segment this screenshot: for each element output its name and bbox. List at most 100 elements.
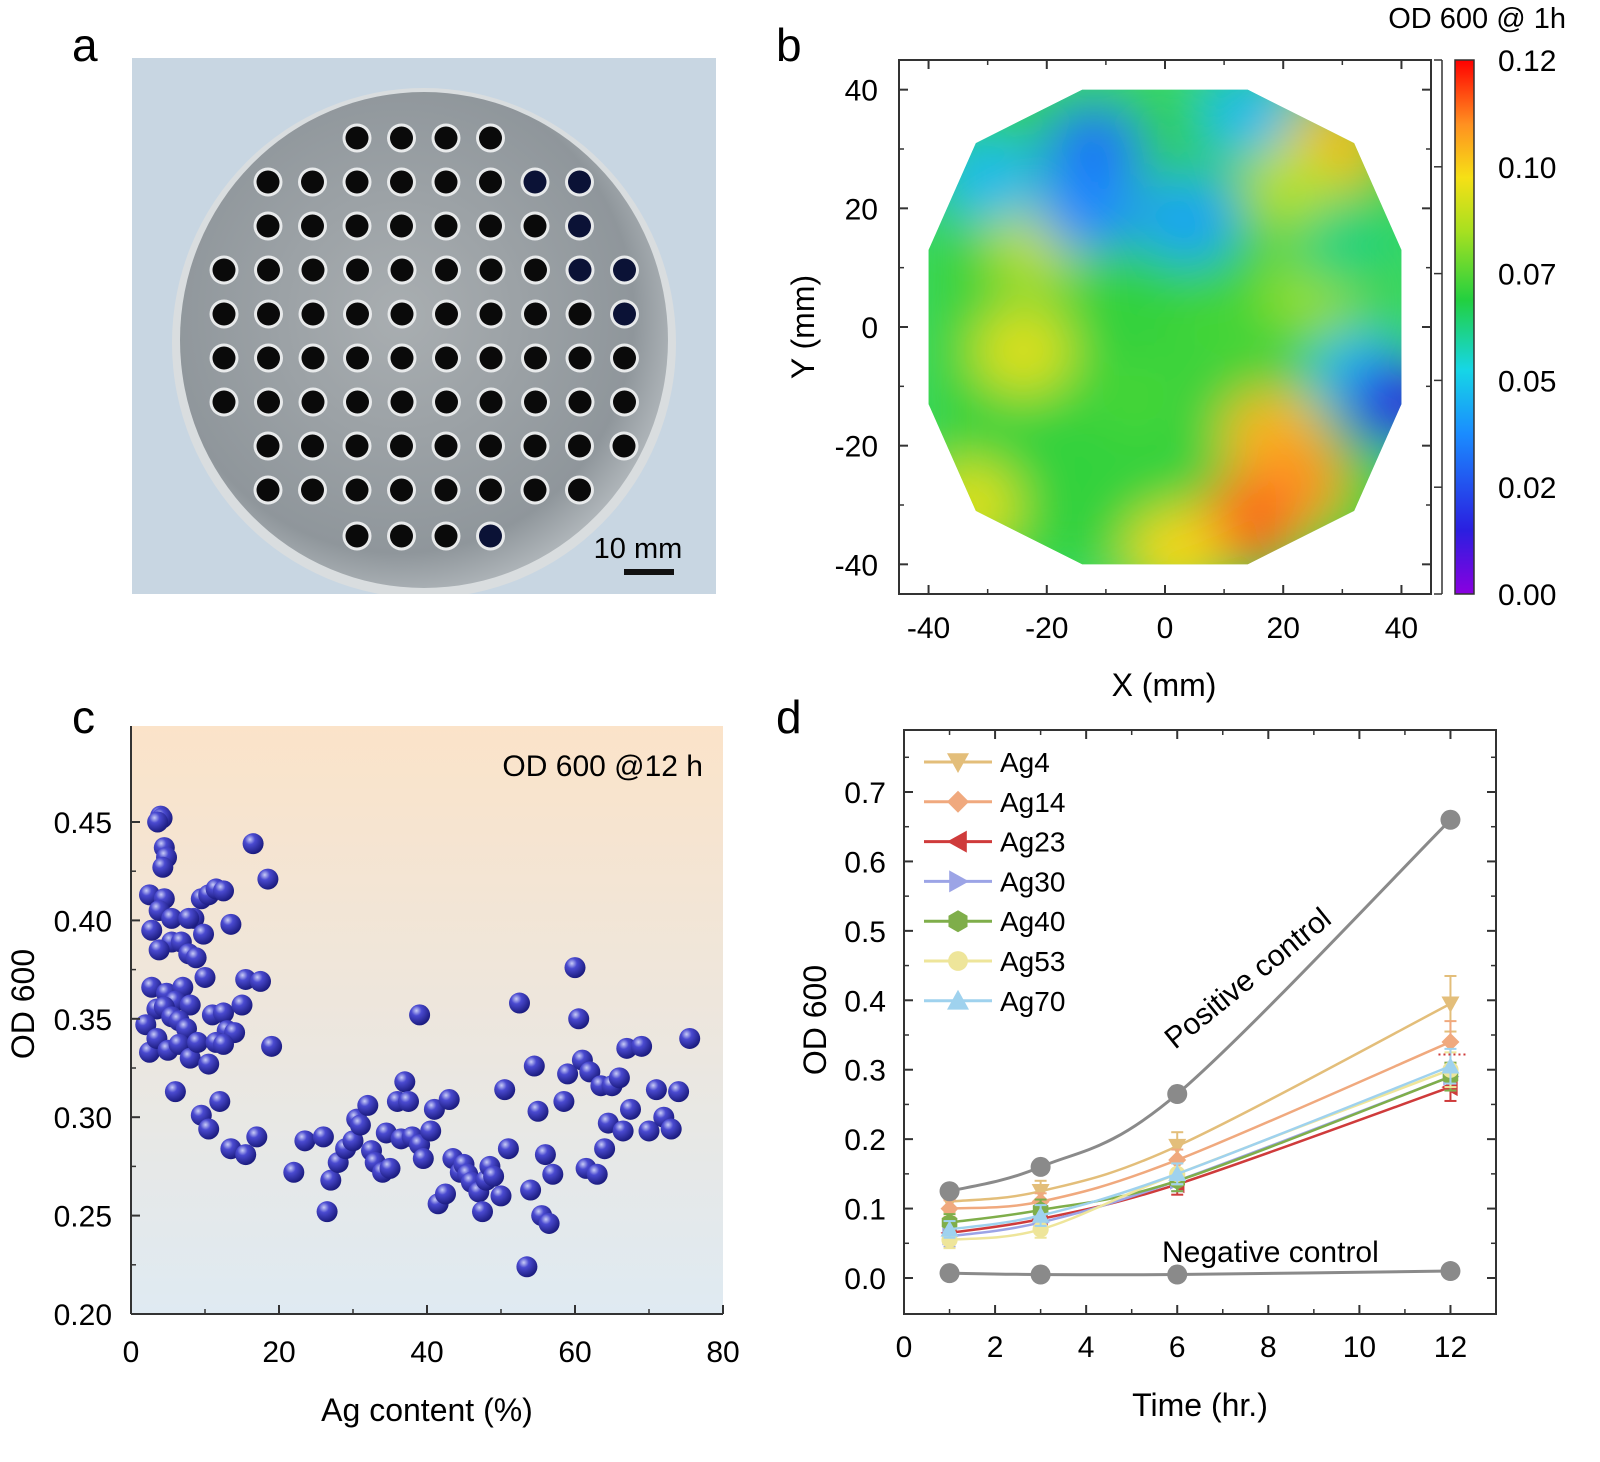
hole bbox=[257, 302, 280, 326]
hole bbox=[434, 126, 458, 150]
series-marker-Ag4 bbox=[1168, 1138, 1187, 1156]
scatter-point bbox=[483, 1165, 505, 1187]
hole bbox=[301, 478, 324, 502]
scatter-point bbox=[220, 913, 242, 935]
colorbar-tick-label: 0.05 bbox=[1498, 365, 1556, 398]
legend-marker-Ag40 bbox=[948, 910, 968, 933]
hole bbox=[345, 170, 369, 194]
scatter-point bbox=[316, 1201, 338, 1223]
legend-label-Ag53: Ag53 bbox=[1000, 946, 1065, 977]
hole bbox=[568, 302, 592, 326]
heatmap-feature bbox=[1085, 354, 1186, 443]
hole bbox=[435, 302, 458, 326]
scatter-point bbox=[557, 1063, 579, 1085]
scatter-point bbox=[213, 1033, 234, 1055]
colorbar-tick-label: 0.10 bbox=[1498, 152, 1556, 185]
scatter-point bbox=[185, 947, 207, 969]
scatter-point bbox=[235, 1144, 257, 1166]
hole bbox=[524, 258, 547, 282]
scatter-point bbox=[231, 994, 253, 1016]
series-line-Ag40 bbox=[949, 1075, 1451, 1224]
colorbar-tick-label: 0.02 bbox=[1498, 472, 1556, 505]
heatmap-feature bbox=[1345, 360, 1402, 449]
hole bbox=[390, 346, 414, 370]
line-chart-series bbox=[939, 809, 1467, 1285]
panel-d-letter: d bbox=[776, 691, 802, 743]
colorbar-tick-label: 0.12 bbox=[1498, 45, 1556, 78]
line-ytick-label: 0.0 bbox=[844, 1263, 886, 1296]
scatter-ytick-label: 0.25 bbox=[54, 1201, 112, 1234]
scatter-point bbox=[472, 1201, 493, 1223]
scatter-ytick-label: 0.40 bbox=[54, 905, 112, 938]
hole bbox=[390, 170, 413, 194]
scatter-point bbox=[612, 1120, 634, 1142]
hole bbox=[212, 390, 236, 414]
scatter-point bbox=[497, 1138, 519, 1160]
scatter-point bbox=[435, 1183, 456, 1205]
scatter-point bbox=[161, 907, 183, 929]
sample-disc bbox=[180, 92, 668, 588]
legend-label-Ag70: Ag70 bbox=[1000, 986, 1065, 1017]
line-ytick-label: 0.1 bbox=[844, 1194, 886, 1227]
scatter-point bbox=[490, 1185, 512, 1207]
hole bbox=[345, 524, 369, 548]
scatter-point bbox=[538, 1212, 560, 1234]
hole bbox=[390, 302, 414, 326]
scatter-point bbox=[148, 939, 170, 961]
heatmap-feature bbox=[1292, 199, 1393, 288]
line-xtick-label: 12 bbox=[1434, 1331, 1467, 1364]
hole bbox=[256, 214, 280, 238]
series-line-Ag23 bbox=[949, 1085, 1451, 1235]
scatter-point bbox=[398, 1090, 419, 1112]
heatmap-feature bbox=[1138, 176, 1239, 265]
heatmap-xtick-label: 0 bbox=[1157, 612, 1174, 645]
hole bbox=[256, 434, 280, 458]
panel-a: a 10 mm bbox=[72, 19, 716, 594]
legend-marker-Ag4 bbox=[947, 753, 969, 773]
scatter-point bbox=[179, 1047, 201, 1069]
hole bbox=[301, 346, 325, 370]
scatter-point bbox=[178, 907, 200, 929]
hole bbox=[568, 214, 591, 238]
hole bbox=[479, 478, 502, 502]
scatter-point bbox=[213, 1002, 234, 1024]
heatmap-ytick-label: -20 bbox=[835, 431, 878, 464]
scatter-point bbox=[542, 1163, 564, 1185]
line-ytick-label: 0.4 bbox=[844, 985, 886, 1018]
hole bbox=[568, 170, 591, 194]
hole bbox=[390, 434, 413, 458]
panel-d: d 0 2 4 6 8 10 120.00.10.20.30.40.50.60.7 Ag4A… bbox=[776, 691, 1497, 1423]
scatter-point bbox=[534, 1144, 556, 1166]
hole bbox=[479, 346, 503, 370]
scatter-point bbox=[423, 1098, 445, 1120]
scatter-point bbox=[349, 1114, 371, 1136]
hole bbox=[479, 258, 503, 282]
hole bbox=[524, 302, 547, 326]
scatter-point bbox=[283, 1161, 305, 1183]
scatter-point bbox=[564, 957, 586, 979]
line-xtick-label: 6 bbox=[1169, 1331, 1186, 1364]
hole bbox=[435, 390, 458, 414]
heatmap-ytick-label: -40 bbox=[835, 549, 878, 582]
hole bbox=[479, 302, 503, 326]
hole bbox=[524, 390, 547, 414]
hole bbox=[613, 302, 636, 326]
scatter-point bbox=[213, 880, 234, 902]
hole bbox=[568, 478, 591, 502]
scatter-point bbox=[438, 1088, 460, 1110]
scatter-xtick-label: 80 bbox=[706, 1336, 739, 1369]
panel-b: b OD 600 @ 1h -40 -20 0 20 40 40 20 0 -20 -40 X (… bbox=[776, 3, 1566, 703]
line-chart-ylabel: OD 600 bbox=[797, 965, 833, 1075]
scatter-point bbox=[294, 1130, 316, 1152]
legend-marker-Ag23 bbox=[947, 830, 967, 853]
hole bbox=[568, 258, 592, 282]
scatter-point bbox=[523, 1055, 545, 1077]
heatmap-feature bbox=[1038, 164, 1139, 253]
heatmap-ytick-label: 0 bbox=[861, 312, 878, 345]
hole bbox=[345, 126, 369, 150]
line-xtick-label: 8 bbox=[1260, 1331, 1277, 1364]
scatter-point bbox=[242, 833, 264, 855]
series-marker-Ag14 bbox=[1168, 1150, 1187, 1169]
legend-label-Ag30: Ag30 bbox=[1000, 866, 1065, 897]
hole bbox=[434, 170, 458, 194]
